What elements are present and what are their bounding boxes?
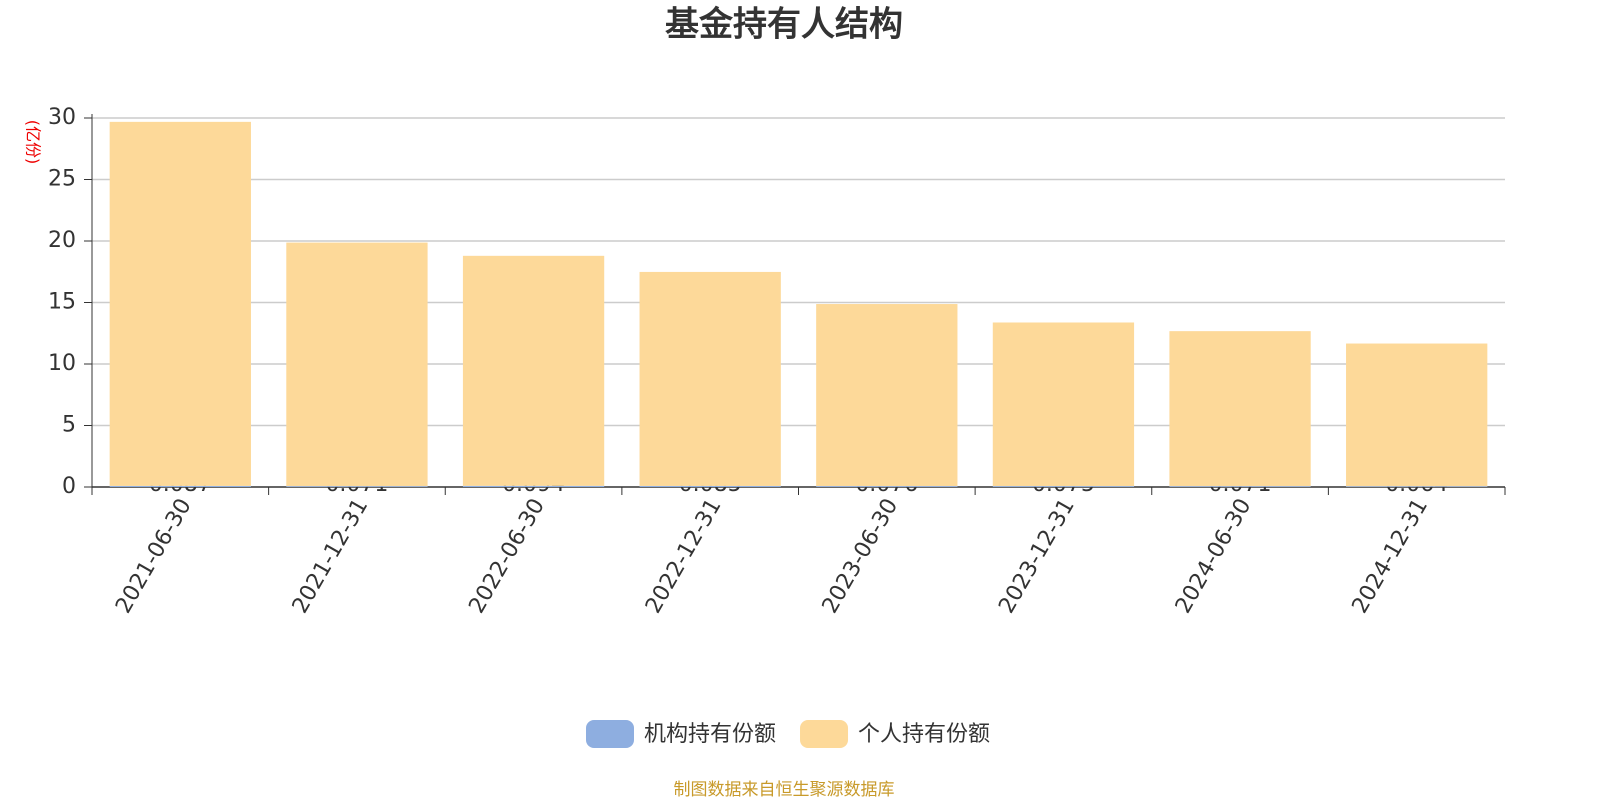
bar — [816, 486, 958, 487]
x-tick-label: 2024-06-30 — [1171, 495, 1257, 618]
y-tick-label: 20 — [48, 228, 76, 253]
bar — [462, 255, 605, 486]
bar — [816, 304, 958, 487]
y-tick-label: 0 — [62, 474, 76, 499]
bar — [1169, 486, 1311, 487]
y-axis-label: (亿份) — [24, 120, 43, 165]
bar — [286, 486, 428, 487]
bar — [1346, 343, 1488, 487]
bar — [462, 485, 605, 487]
chart-title: 基金持有人结构 — [665, 5, 903, 45]
bar — [639, 271, 781, 486]
legend-swatch — [586, 720, 634, 748]
bar — [992, 322, 1135, 487]
legend-swatch — [800, 720, 849, 748]
x-tick-label: 2022-12-31 — [641, 495, 727, 618]
legend-label: 机构持有份额 — [644, 722, 776, 747]
x-tick-label: 2021-06-30 — [111, 495, 197, 618]
y-tick-label: 25 — [48, 167, 76, 192]
y-tick-label: 5 — [62, 413, 76, 438]
legend-label: 个人持有份额 — [858, 722, 990, 747]
bar — [639, 485, 781, 487]
x-tick-label: 2022-06-30 — [464, 495, 550, 618]
y-tick-label: 15 — [48, 290, 76, 315]
y-tick-label: 10 — [48, 351, 76, 376]
bar — [1346, 486, 1488, 487]
x-tick-label: 2021-12-31 — [288, 495, 374, 618]
bar — [992, 486, 1135, 487]
x-tick-label: 2023-06-30 — [818, 495, 904, 618]
bar — [109, 485, 251, 487]
bar — [109, 121, 251, 486]
bar — [1169, 331, 1311, 487]
y-tick-label: 30 — [48, 105, 76, 130]
bar — [286, 242, 428, 487]
source-note: 制图数据来自恒生聚源数据库 — [674, 780, 895, 800]
x-tick-label: 2023-12-31 — [994, 495, 1080, 618]
x-tick-label: 2024-12-31 — [1347, 495, 1433, 618]
